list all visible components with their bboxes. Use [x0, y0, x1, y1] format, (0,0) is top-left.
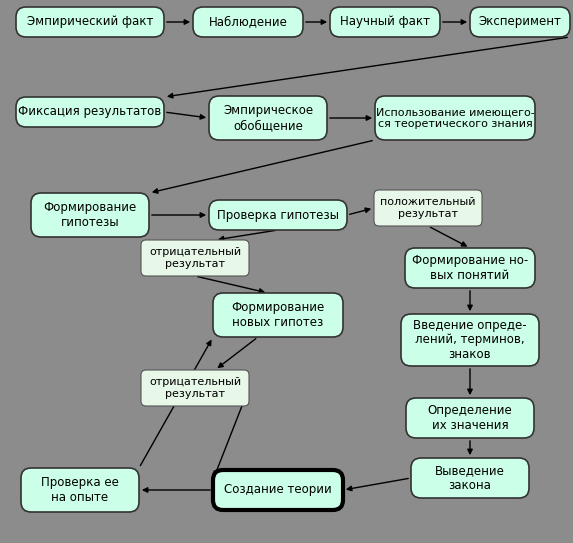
FancyBboxPatch shape — [401, 314, 539, 366]
Text: Определение
их значения: Определение их значения — [427, 404, 512, 432]
FancyBboxPatch shape — [405, 248, 535, 288]
Text: Эмпирический факт: Эмпирический факт — [27, 16, 153, 28]
Text: Введение опреде-
лений, терминов,
знаков: Введение опреде- лений, терминов, знаков — [413, 319, 527, 362]
Text: Наблюдение: Наблюдение — [209, 16, 288, 28]
Text: отрицательный
результат: отрицательный результат — [149, 377, 241, 399]
FancyBboxPatch shape — [209, 96, 327, 140]
FancyBboxPatch shape — [16, 7, 164, 37]
FancyBboxPatch shape — [209, 200, 347, 230]
Text: Формирование
гипотезы: Формирование гипотезы — [44, 201, 136, 229]
FancyBboxPatch shape — [374, 190, 482, 226]
FancyBboxPatch shape — [406, 398, 534, 438]
Text: положительный
результат: положительный результат — [380, 197, 476, 219]
Text: Создание теории: Создание теории — [224, 483, 332, 496]
Text: Проверка гипотезы: Проверка гипотезы — [217, 209, 339, 222]
FancyBboxPatch shape — [213, 293, 343, 337]
FancyBboxPatch shape — [411, 458, 529, 498]
Text: Фиксация результатов: Фиксация результатов — [18, 105, 162, 118]
FancyBboxPatch shape — [141, 240, 249, 276]
Text: Формирование но-
вых понятий: Формирование но- вых понятий — [412, 254, 528, 282]
Text: Научный факт: Научный факт — [340, 16, 430, 28]
Text: Формирование
новых гипотез: Формирование новых гипотез — [231, 301, 325, 329]
FancyBboxPatch shape — [193, 7, 303, 37]
FancyBboxPatch shape — [213, 470, 343, 510]
FancyBboxPatch shape — [375, 96, 535, 140]
Text: Эксперимент: Эксперимент — [478, 16, 562, 28]
Text: Эмпирическое
обобщение: Эмпирическое обобщение — [223, 104, 313, 132]
FancyBboxPatch shape — [141, 370, 249, 406]
Text: Выведение
закона: Выведение закона — [435, 464, 505, 492]
Text: Использование имеющего-
ся теоретического знания: Использование имеющего- ся теоретическог… — [376, 107, 535, 129]
FancyBboxPatch shape — [21, 468, 139, 512]
FancyBboxPatch shape — [470, 7, 570, 37]
Text: отрицательный
результат: отрицательный результат — [149, 247, 241, 269]
FancyBboxPatch shape — [31, 193, 149, 237]
Text: Проверка ее
на опыте: Проверка ее на опыте — [41, 476, 119, 504]
FancyBboxPatch shape — [16, 97, 164, 127]
FancyBboxPatch shape — [330, 7, 440, 37]
